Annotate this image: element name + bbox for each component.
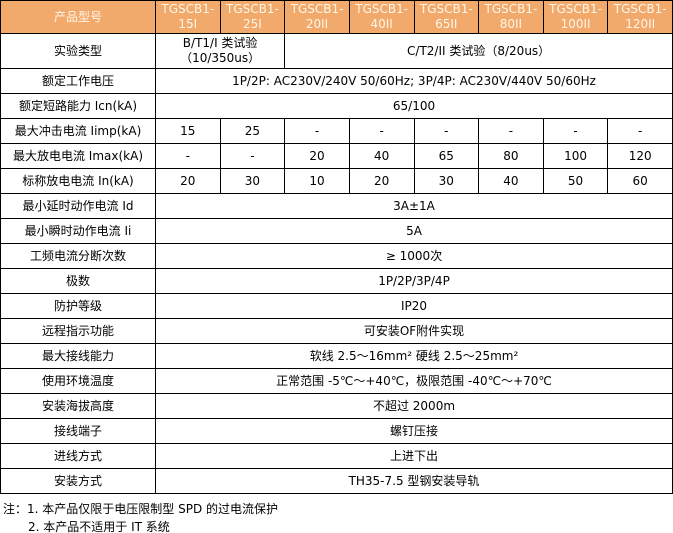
footnote-line-2: 2. 本产品不适用于 IT 系统 xyxy=(3,518,673,533)
value-test-class-b: B/T1/I 类试验（10/350us） xyxy=(154,33,286,69)
header-model-7: TGSCB1-100II xyxy=(542,0,609,34)
value-imax-3: 20 xyxy=(284,143,350,169)
row-label-icn: 额定短路能力 Icn(kA) xyxy=(0,93,156,119)
value-in-5: 30 xyxy=(413,168,480,194)
value-max-wiring: 软线 2.5～16mm² 硬线 2.5～25mm² xyxy=(155,343,673,369)
value-imax-2: - xyxy=(219,143,286,169)
value-min-delay-current: 3A±1A xyxy=(155,193,673,219)
row-label-altitude: 安装海拔高度 xyxy=(0,393,156,419)
value-terminal: 螺钉压接 xyxy=(155,418,673,444)
table-row-imax: 最大放电电流 Imax(kA) - - 20 40 65 80 100 120 xyxy=(0,143,673,169)
header-model-3: TGSCB1-20II xyxy=(284,0,350,34)
table-row-remote-indication: 远程指示功能 可安装OF附件实现 xyxy=(0,318,673,344)
row-label-breaking-times: 工频电流分断次数 xyxy=(0,243,156,269)
row-label-rated-voltage: 额定工作电压 xyxy=(0,68,156,94)
row-label-ip-rating: 防护等级 xyxy=(0,293,156,319)
row-label-ambient-temp: 使用环境温度 xyxy=(0,368,156,394)
row-label-mounting: 安装方式 xyxy=(0,468,156,494)
value-min-instant-current: 5A xyxy=(155,218,673,244)
value-in-6: 40 xyxy=(478,168,544,194)
table-header-row: 产品型号 TGSCB1-15I TGSCB1-25I TGSCB1-20II T… xyxy=(0,0,673,34)
value-imax-7: 100 xyxy=(542,143,609,169)
footnote-1-text: 1. 本产品仅限于电压限制型 SPD 的过电流保护 xyxy=(27,502,279,516)
footnote-line-1: 注：1. 本产品仅限于电压限制型 SPD 的过电流保护 xyxy=(3,500,673,518)
footnotes: 注：1. 本产品仅限于电压限制型 SPD 的过电流保护 2. 本产品不适用于 I… xyxy=(0,494,673,533)
value-ambient-temp: 正常范围 -5℃～+40℃，极限范围 -40℃～+70℃ xyxy=(155,368,673,394)
header-model-6: TGSCB1-80II xyxy=(478,0,544,34)
header-model-1: TGSCB1-15I xyxy=(155,0,221,34)
value-in-3: 10 xyxy=(284,168,350,194)
value-iimp-2: 25 xyxy=(219,118,286,144)
row-label-iimp: 最大冲击电流 Iimp(kA) xyxy=(0,118,156,144)
value-iimp-4: - xyxy=(348,118,415,144)
table-row-in: 标称放电电流 In(kA) 20 30 10 20 30 40 50 60 xyxy=(0,168,673,194)
value-mounting: TH35-7.5 型钢安装导轨 xyxy=(155,468,673,494)
row-label-test-type: 实验类型 xyxy=(0,33,156,69)
value-imax-4: 40 xyxy=(348,143,415,169)
value-iimp-5: - xyxy=(413,118,480,144)
value-in-2: 30 xyxy=(219,168,286,194)
table-row-mounting: 安装方式 TH35-7.5 型钢安装导轨 xyxy=(0,468,673,494)
header-model-2: TGSCB1-25I xyxy=(219,0,286,34)
table-row-ambient-temp: 使用环境温度 正常范围 -5℃～+40℃，极限范围 -40℃～+70℃ xyxy=(0,368,673,394)
header-model-5: TGSCB1-65II xyxy=(413,0,480,34)
value-ip-rating: IP20 xyxy=(155,293,673,319)
header-product-model-label: 产品型号 xyxy=(0,0,156,34)
value-imax-1: - xyxy=(155,143,221,169)
row-label-poles: 极数 xyxy=(0,268,156,294)
value-imax-8: 120 xyxy=(607,143,673,169)
row-label-min-instant-current: 最小瞬时动作电流 Ii xyxy=(0,218,156,244)
table-row-poles: 极数 1P/2P/3P/4P xyxy=(0,268,673,294)
value-imax-5: 65 xyxy=(413,143,480,169)
value-iimp-1: 15 xyxy=(155,118,221,144)
table-row-min-delay-current: 最小延时动作电流 Id 3A±1A xyxy=(0,193,673,219)
table-row-iimp: 最大冲击电流 Iimp(kA) 15 25 - - - - - - xyxy=(0,118,673,144)
row-label-in: 标称放电电流 In(kA) xyxy=(0,168,156,194)
header-model-8: TGSCB1-120II xyxy=(607,0,673,34)
value-altitude: 不超过 2000m xyxy=(155,393,673,419)
value-icn: 65/100 xyxy=(155,93,673,119)
value-in-4: 20 xyxy=(348,168,415,194)
value-imax-6: 80 xyxy=(478,143,544,169)
value-poles: 1P/2P/3P/4P xyxy=(155,268,673,294)
value-wire-entry: 上进下出 xyxy=(155,443,673,469)
table-row-breaking-times: 工频电流分断次数 ≥ 1000次 xyxy=(0,243,673,269)
row-label-imax: 最大放电电流 Imax(kA) xyxy=(0,143,156,169)
value-test-class-c: C/T2/II 类试验（8/20us） xyxy=(284,33,673,69)
value-in-8: 60 xyxy=(607,168,673,194)
table-row-terminal: 接线端子 螺钉压接 xyxy=(0,418,673,444)
value-iimp-8: - xyxy=(607,118,673,144)
table-row-test-type: 实验类型 B/T1/I 类试验（10/350us） C/T2/II 类试验（8/… xyxy=(0,33,673,69)
row-label-min-delay-current: 最小延时动作电流 Id xyxy=(0,193,156,219)
value-iimp-7: - xyxy=(542,118,609,144)
table-row-min-instant-current: 最小瞬时动作电流 Ii 5A xyxy=(0,218,673,244)
table-row-max-wiring: 最大接线能力 软线 2.5～16mm² 硬线 2.5～25mm² xyxy=(0,343,673,369)
table-row-wire-entry: 进线方式 上进下出 xyxy=(0,443,673,469)
footnote-prefix: 注： xyxy=(3,502,28,516)
value-breaking-times: ≥ 1000次 xyxy=(155,243,673,269)
table-row-icn: 额定短路能力 Icn(kA) 65/100 xyxy=(0,93,673,119)
row-label-max-wiring: 最大接线能力 xyxy=(0,343,156,369)
product-spec-table: 产品型号 TGSCB1-15I TGSCB1-25I TGSCB1-20II T… xyxy=(0,0,673,494)
value-iimp-3: - xyxy=(284,118,350,144)
row-label-wire-entry: 进线方式 xyxy=(0,443,156,469)
table-row-rated-voltage: 额定工作电压 1P/2P: AC230V/240V 50/60Hz; 3P/4P… xyxy=(0,68,673,94)
value-rated-voltage: 1P/2P: AC230V/240V 50/60Hz; 3P/4P: AC230… xyxy=(155,68,673,94)
value-remote-indication: 可安装OF附件实现 xyxy=(155,318,673,344)
value-iimp-6: - xyxy=(478,118,544,144)
row-label-remote-indication: 远程指示功能 xyxy=(0,318,156,344)
value-in-1: 20 xyxy=(155,168,221,194)
footnote-2-text: 2. 本产品不适用于 IT 系统 xyxy=(28,520,170,533)
table-row-altitude: 安装海拔高度 不超过 2000m xyxy=(0,393,673,419)
row-label-terminal: 接线端子 xyxy=(0,418,156,444)
table-row-ip-rating: 防护等级 IP20 xyxy=(0,293,673,319)
value-in-7: 50 xyxy=(542,168,609,194)
header-model-4: TGSCB1-40II xyxy=(348,0,415,34)
